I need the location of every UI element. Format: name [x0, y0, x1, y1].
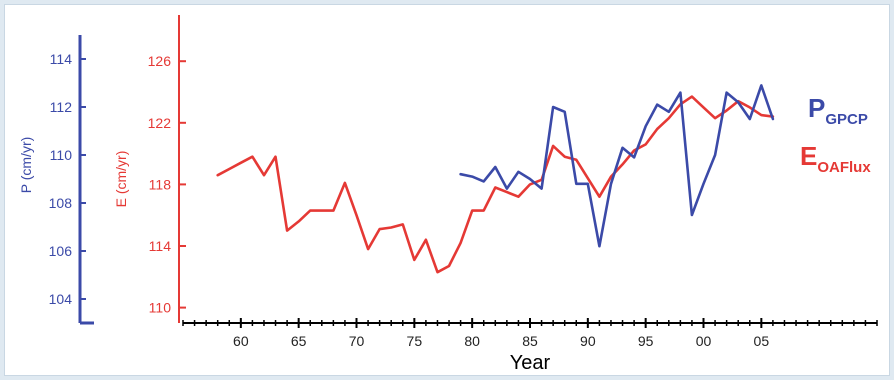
x-axis-tick-label: 95: [638, 333, 654, 349]
chart: 104 106 108 110 112 114 P (cm/yr) 110 114 118 122…: [5, 5, 891, 377]
e-axis-title: E (cm/yr): [113, 151, 129, 208]
x-axis-tick-label: 80: [464, 333, 480, 349]
series-label-main: E: [800, 141, 817, 171]
x-axis-tick-label: 05: [754, 333, 770, 349]
p-axis: 104 106 108 110 112 114 P (cm/yr): [18, 35, 94, 323]
p-axis-tick-label: 110: [50, 147, 73, 163]
e-axis-tick-label: 126: [148, 53, 172, 69]
x-axis-tick-label: 00: [696, 333, 712, 349]
e-axis-tick-label: 118: [149, 176, 172, 192]
x-axis: 60 65 70 75 80 85 90 95 00 05 Year: [183, 318, 877, 374]
p-axis-title: P (cm/yr): [18, 137, 34, 194]
p-axis-tick-label: 112: [50, 99, 73, 115]
e-axis: 110 114 118 122 126 E (cm/yr): [113, 15, 186, 323]
p-axis-tick-label: 104: [49, 291, 73, 307]
series-label-e: EOAFlux: [800, 141, 871, 176]
p-axis-tick-label: 106: [49, 243, 73, 259]
x-axis-tick-label: 65: [291, 333, 307, 349]
x-axis-tick-label: 75: [407, 333, 423, 349]
e-axis-tick-label: 122: [148, 115, 172, 131]
series-label-p: PGPCP: [808, 93, 868, 128]
x-axis-tick-label: 90: [580, 333, 596, 349]
e-axis-tick-label: 114: [149, 238, 172, 254]
e-axis-tick-label: 110: [149, 300, 172, 316]
p-axis-tick-label: 108: [49, 195, 73, 211]
series-label-main: P: [808, 93, 825, 123]
series-label-sub: GPCP: [825, 111, 868, 128]
series-label-sub: OAFlux: [817, 159, 871, 176]
x-axis-tick-label: 85: [522, 333, 538, 349]
chart-frame: 104 106 108 110 112 114 P (cm/yr) 110 114 118 122…: [4, 4, 890, 376]
x-axis-tick-label: 60: [233, 333, 249, 349]
x-axis-tick-label: 70: [349, 333, 365, 349]
p-axis-tick-label: 114: [50, 51, 73, 67]
series-labels: EOAFlux PGPCP: [800, 93, 871, 176]
series-layer: [218, 85, 773, 272]
x-axis-title: Year: [510, 352, 551, 374]
